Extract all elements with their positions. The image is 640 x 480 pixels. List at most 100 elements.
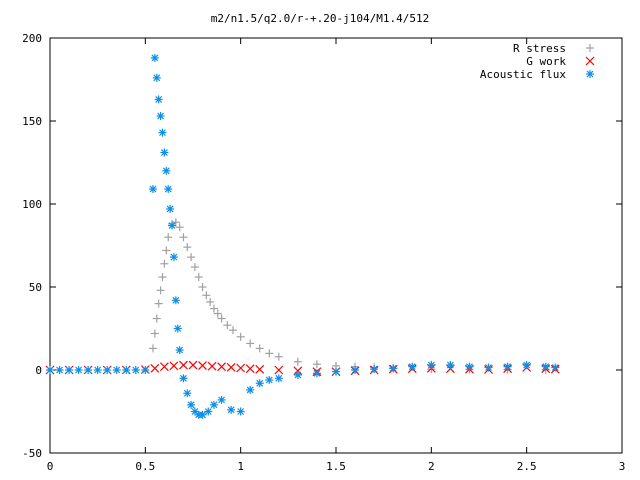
data-point	[484, 363, 493, 372]
data-point	[207, 361, 217, 371]
plot-frame	[49, 37, 623, 454]
data-point	[427, 361, 436, 370]
data-point	[274, 374, 283, 383]
data-point	[141, 366, 150, 374]
data-point	[152, 73, 161, 82]
data-point	[209, 304, 218, 313]
y-tick-label: 150	[22, 115, 42, 128]
data-point	[194, 273, 203, 282]
chart-title: m2/n1.5/q2.0/r-+.20-j104/M1.4/512	[211, 12, 430, 25]
series-r-stress	[148, 218, 550, 374]
data-point	[169, 253, 178, 262]
data-point	[236, 363, 246, 373]
data-point	[226, 362, 236, 372]
data-point	[164, 185, 173, 194]
data-point	[65, 366, 74, 374]
legend-marker	[585, 56, 595, 66]
data-point	[446, 361, 455, 370]
data-point	[159, 362, 169, 372]
data-point	[103, 366, 112, 374]
data-point	[166, 204, 175, 213]
y-tick-label: 50	[29, 281, 42, 294]
data-point	[148, 185, 157, 194]
data-point	[183, 243, 192, 252]
data-point	[370, 365, 379, 374]
data-point	[46, 366, 54, 374]
plot-area: 0 0.5 1 1.5 2 2.5 3 -50 0 50 100 150 200	[22, 32, 625, 473]
data-point	[158, 273, 167, 282]
legend-marker	[586, 44, 594, 52]
data-point	[236, 332, 245, 341]
data-point	[522, 361, 531, 370]
data-point	[202, 291, 211, 300]
data-point	[190, 263, 199, 272]
data-point	[236, 407, 245, 416]
data-point	[175, 346, 184, 355]
data-point	[255, 379, 264, 388]
data-point	[213, 309, 222, 318]
y-tick-label: 0	[35, 364, 42, 377]
data-point	[148, 344, 157, 353]
data-point	[162, 166, 171, 175]
data-point	[179, 233, 188, 242]
data-point	[150, 363, 160, 373]
data-point	[312, 369, 321, 378]
y-tick-label: -50	[22, 447, 42, 460]
x-tick-label: 2.5	[517, 460, 537, 473]
data-point	[84, 366, 93, 374]
data-point	[160, 148, 169, 157]
data-point	[408, 362, 417, 371]
data-point	[158, 128, 167, 137]
data-point	[551, 363, 560, 372]
data-point	[389, 364, 398, 373]
y-tick-label: 200	[22, 32, 42, 45]
data-point	[204, 407, 213, 416]
data-point	[198, 283, 207, 291]
legend-label: R stress	[513, 42, 566, 55]
data-marks	[45, 53, 560, 419]
data-point	[112, 366, 121, 374]
x-tick-label: 2	[428, 460, 435, 473]
data-point	[162, 246, 171, 255]
data-point	[503, 362, 512, 371]
series-g-work	[45, 360, 560, 377]
data-point	[154, 299, 163, 308]
data-point	[156, 286, 165, 295]
data-point	[150, 53, 159, 62]
data-point	[332, 367, 340, 376]
data-point	[131, 366, 140, 374]
data-point	[74, 366, 83, 374]
data-point	[187, 253, 196, 262]
data-point	[246, 339, 255, 348]
data-point	[179, 374, 188, 383]
data-point	[293, 366, 303, 376]
data-point	[173, 324, 182, 333]
data-point	[152, 314, 161, 323]
data-point	[255, 364, 265, 374]
data-point	[223, 321, 232, 330]
legend-marker	[586, 70, 594, 78]
data-point	[198, 410, 207, 419]
data-point	[171, 296, 180, 305]
y-tick-label: 100	[22, 198, 42, 211]
x-tick-label: 3	[619, 460, 626, 473]
data-point	[154, 95, 163, 104]
data-point	[160, 259, 169, 268]
data-point	[274, 365, 284, 375]
data-point	[150, 329, 159, 338]
data-point	[187, 400, 196, 409]
data-point	[229, 326, 238, 335]
data-point	[209, 400, 218, 409]
data-point	[217, 362, 227, 372]
data-point	[55, 366, 64, 374]
data-point	[245, 364, 255, 374]
data-point	[198, 361, 207, 370]
data-point	[293, 357, 302, 366]
data-point	[93, 366, 102, 374]
data-point	[312, 360, 321, 369]
data-point	[164, 233, 173, 242]
data-point	[217, 314, 226, 323]
x-tick-label: 0.5	[135, 460, 155, 473]
data-point	[351, 366, 360, 374]
